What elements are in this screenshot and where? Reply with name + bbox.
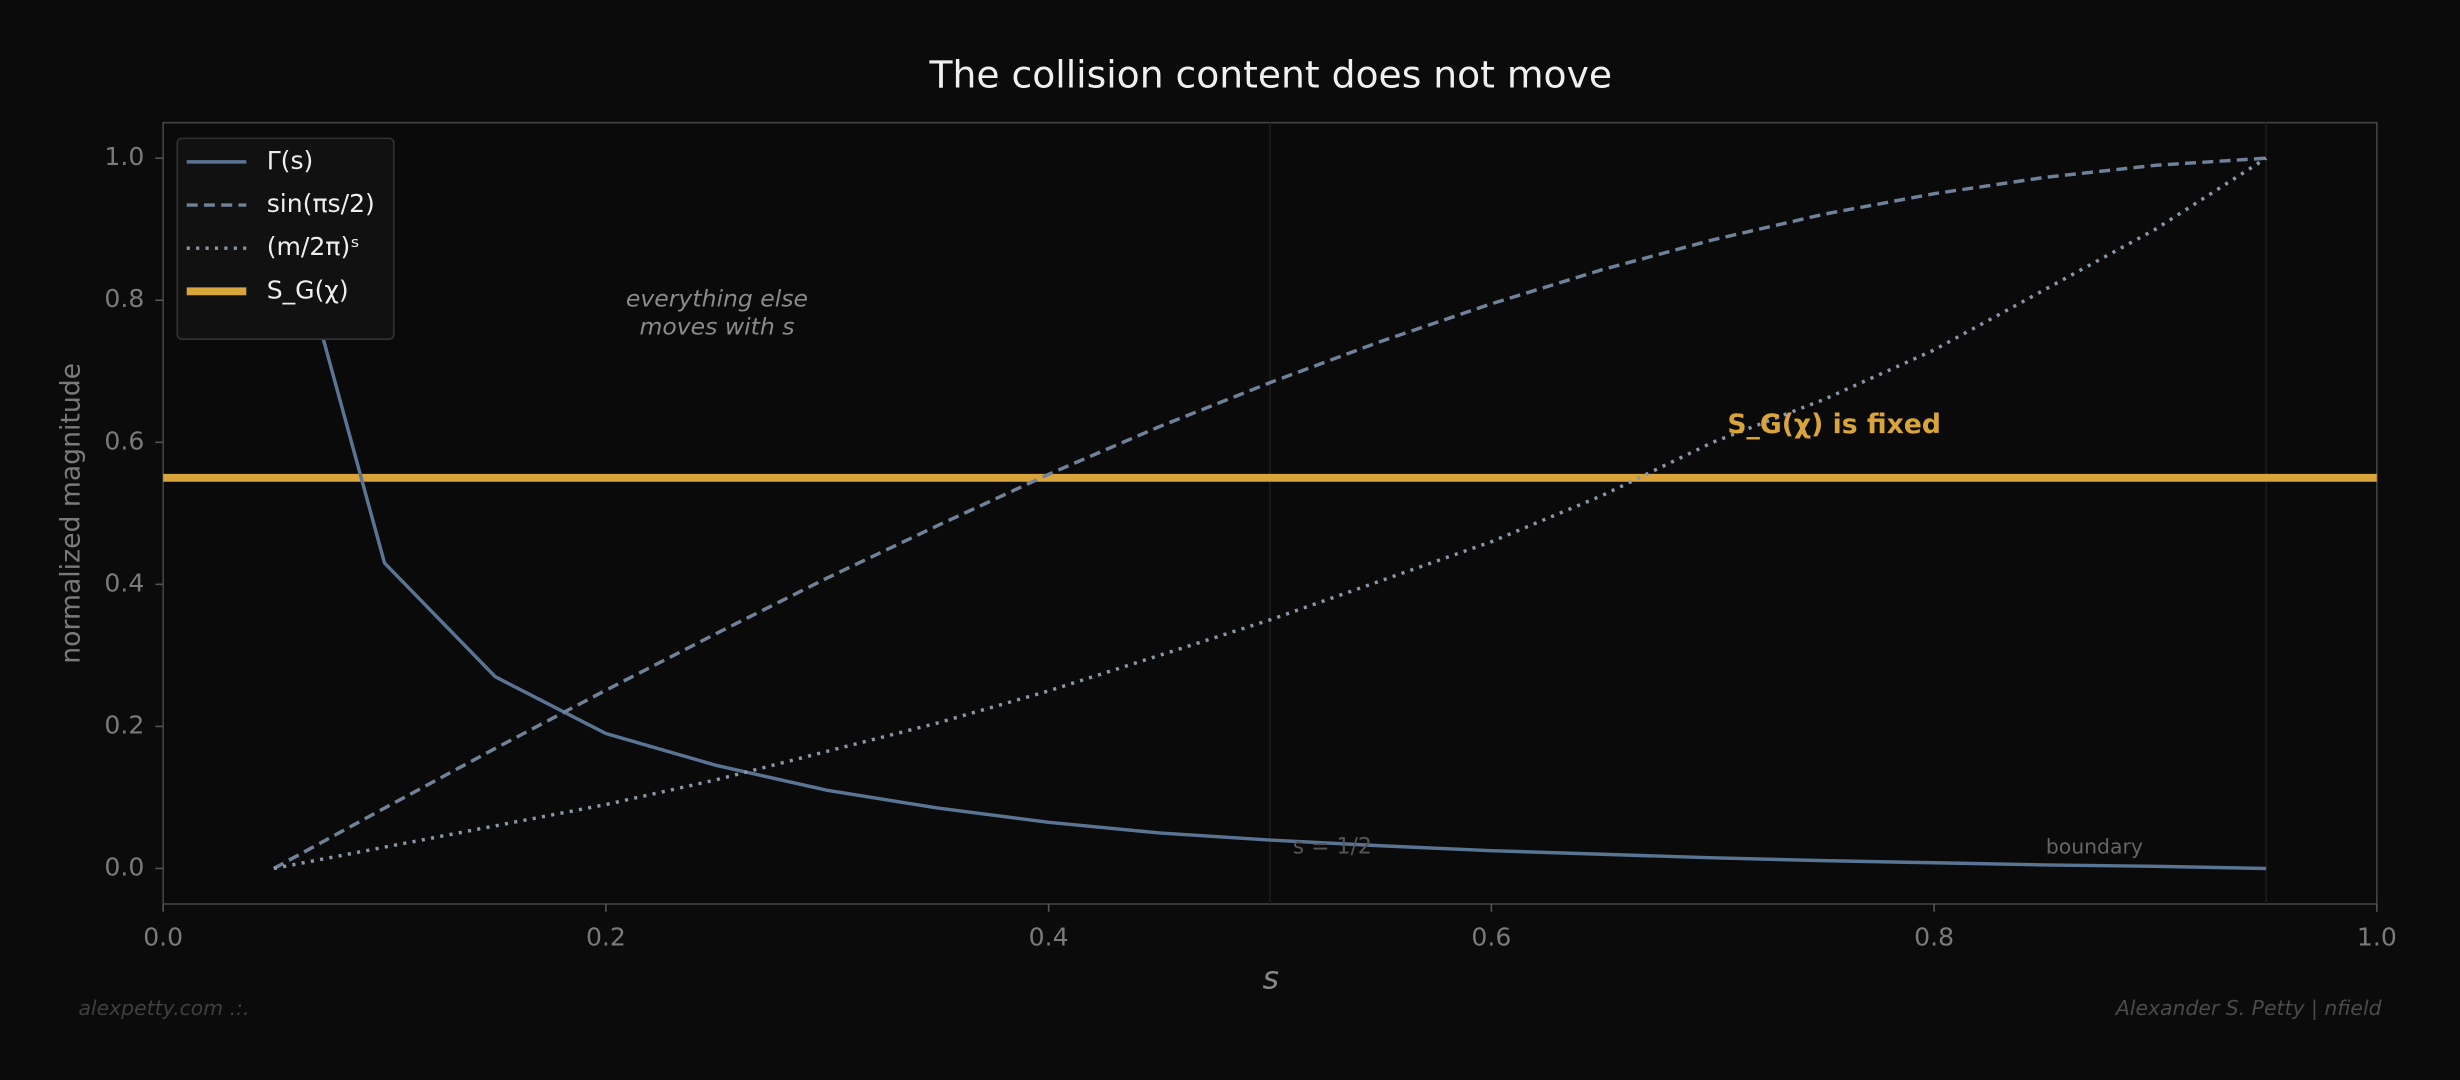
- legend-label: Γ(s): [267, 146, 314, 175]
- annotation: moves with s: [639, 313, 794, 341]
- footer-right: Alexander S. Petty | nfield: [2114, 996, 2383, 1021]
- footer-left: alexpetty.com .:.: [78, 996, 249, 1020]
- y-tick-label: 0.8: [104, 284, 144, 313]
- legend-label: (m/2π)ˢ: [267, 232, 360, 261]
- y-tick-label: 0.0: [104, 852, 144, 881]
- series-line: [273, 156, 2267, 870]
- x-axis-label: s: [1263, 960, 1279, 996]
- legend-label: S_G(χ): [267, 275, 349, 304]
- chart-title: The collision content does not move: [929, 53, 1612, 97]
- series-line: [272, 157, 2267, 871]
- annotation: s = 1/2: [1293, 835, 1372, 860]
- y-axis-label: normalized magnitude: [56, 363, 87, 664]
- annotation: S_G(χ) is fixed: [1727, 409, 1941, 440]
- x-tick-label: 0.6: [1471, 922, 1511, 951]
- legend-label: sin(πs/2): [267, 189, 375, 218]
- legend: Γ(s) sin(πs/2) (m/2π)ˢ S_G(χ): [176, 137, 395, 340]
- y-tick-label: 1.0: [104, 142, 144, 171]
- x-tick-label: 0.2: [586, 922, 626, 951]
- x-tick-label: 0.0: [143, 922, 183, 951]
- y-tick-label: 0.6: [104, 426, 144, 455]
- x-tick-label: 1.0: [2357, 922, 2397, 951]
- annotation: everything else: [626, 284, 808, 312]
- x-tick-label: 0.4: [1029, 922, 1069, 951]
- y-tick-label: 0.4: [104, 568, 144, 597]
- annotation: boundary: [2046, 835, 2143, 859]
- series-line: [273, 156, 2268, 871]
- y-tick-label: 0.2: [104, 710, 144, 739]
- x-tick-label: 0.8: [1914, 922, 1954, 951]
